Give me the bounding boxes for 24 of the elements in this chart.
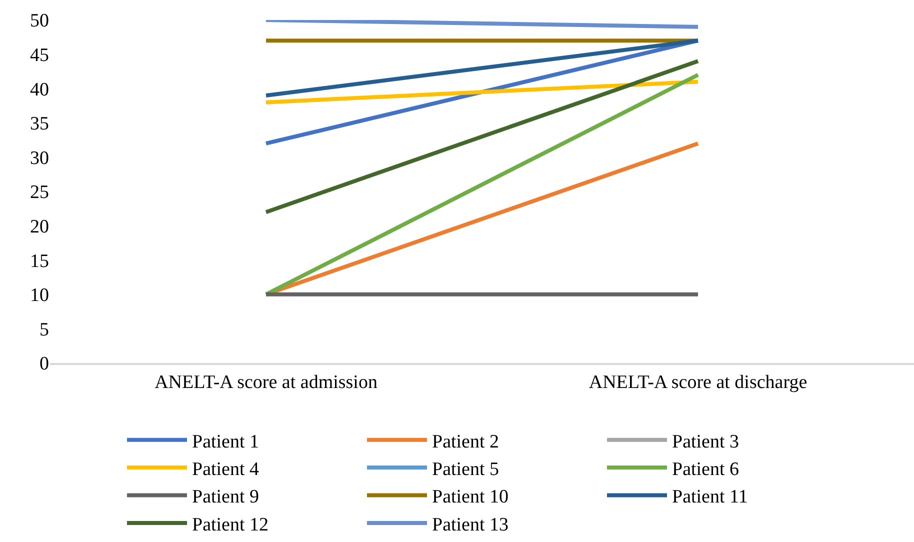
y-tick-label: 10 (30, 285, 49, 306)
legend-label: Patient 11 (672, 486, 748, 508)
legend-label: Patient 10 (432, 486, 509, 508)
y-tick-label: 0 (40, 354, 49, 375)
y-tick-label: 20 (30, 216, 49, 238)
legend-label: Patient 1 (192, 431, 260, 452)
y-tick-label: 5 (40, 319, 49, 340)
y-tick-label: 15 (30, 250, 49, 272)
legend-label: Patient 6 (672, 458, 740, 480)
x-tick-label: ANELT-A score at admission (154, 372, 378, 393)
y-tick-label: 45 (30, 44, 49, 66)
legend-label: Patient 4 (192, 458, 260, 480)
legend-label: Patient 13 (432, 514, 509, 536)
legend-label: Patient 5 (432, 458, 500, 480)
y-tick-label: 35 (30, 114, 49, 135)
y-tick-label: 50 (30, 10, 49, 32)
y-tick-label: 30 (30, 148, 49, 169)
legend-label: Patient 3 (672, 431, 740, 452)
legend-label: Patient 12 (192, 514, 269, 536)
legend-label: Patient 2 (432, 431, 500, 452)
x-tick-label: ANELT-A score at discharge (588, 372, 808, 393)
y-tick-label: 25 (30, 182, 49, 204)
y-tick-label: 40 (30, 79, 49, 100)
legend-label: Patient 9 (192, 486, 260, 508)
